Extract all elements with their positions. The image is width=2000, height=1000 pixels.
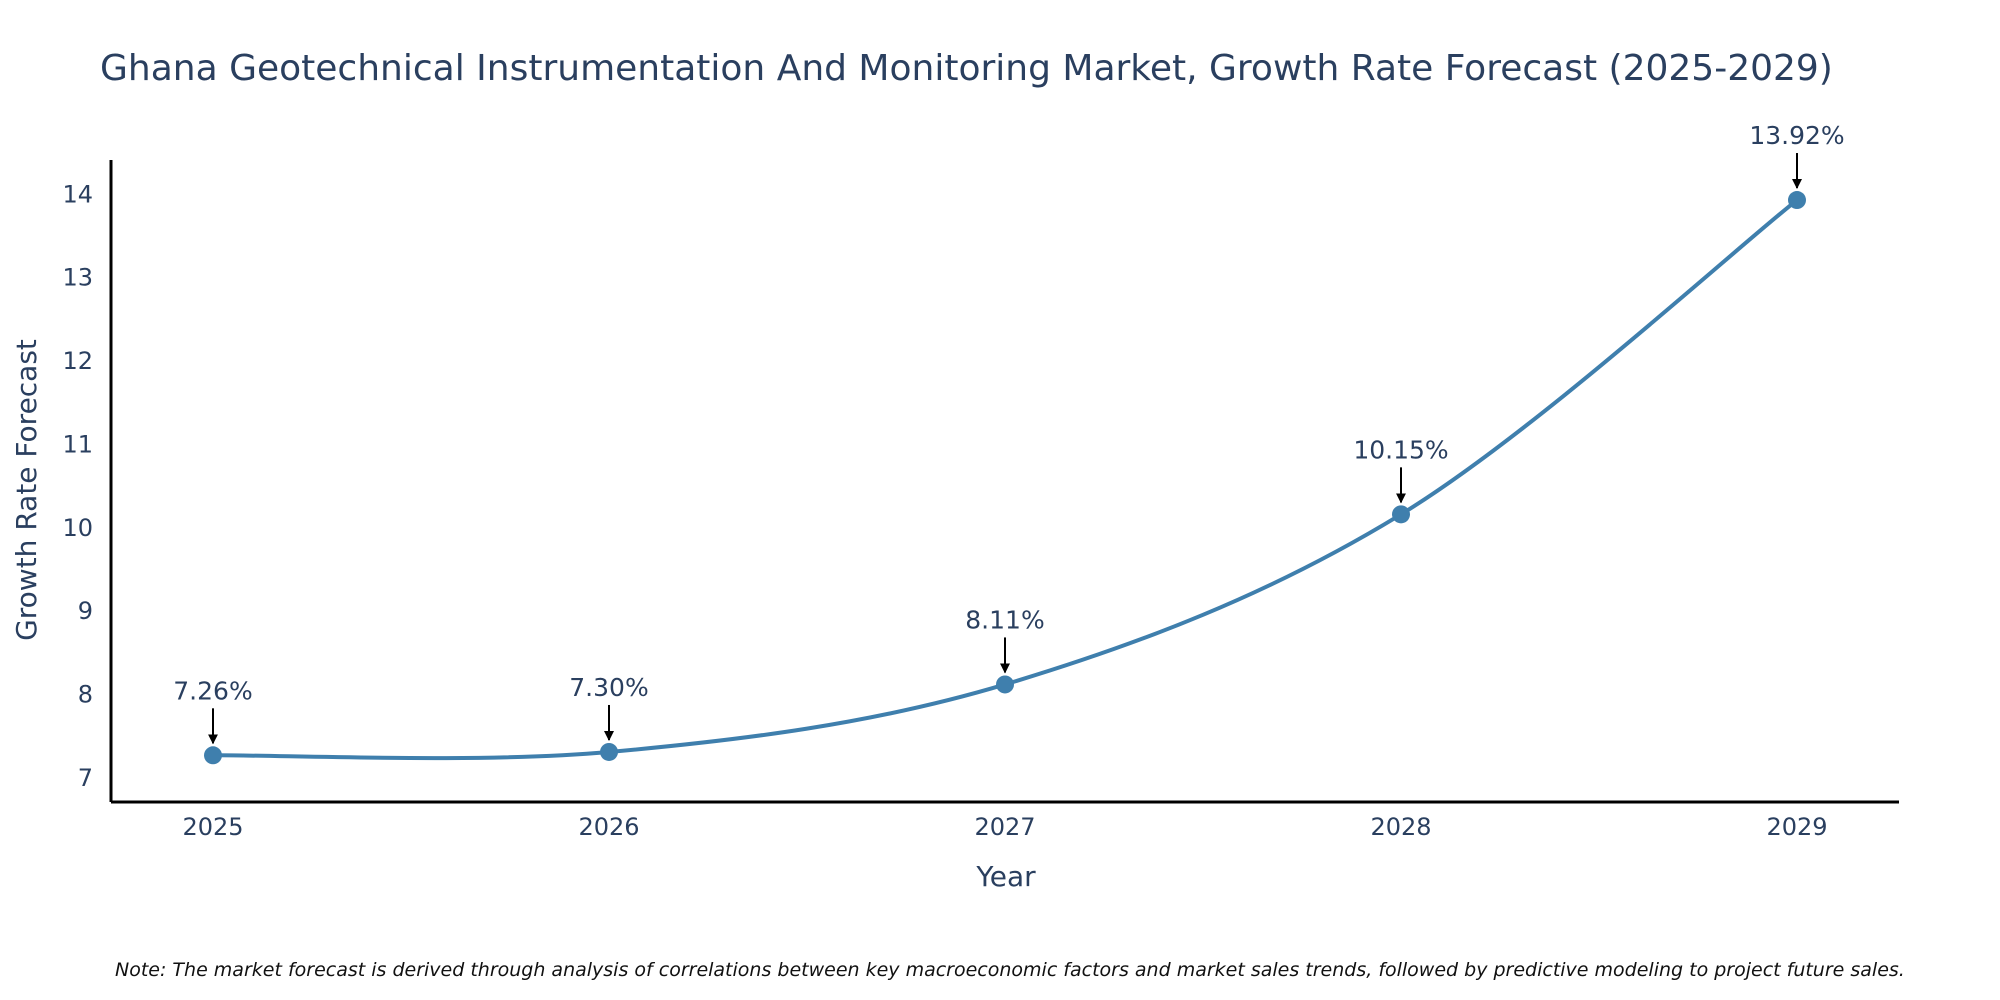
- data-label: 8.11%: [965, 605, 1044, 634]
- x-tick-label: 2025: [182, 813, 243, 841]
- footnote: Note: The market forecast is derived thr…: [115, 959, 1905, 981]
- data-label: 7.30%: [569, 673, 648, 702]
- x-tick-label: 2027: [974, 813, 1035, 841]
- data-point-marker: [1788, 191, 1806, 210]
- chart-title: Ghana Geotechnical Instrumentation And M…: [100, 48, 1833, 89]
- x-tick-label: 2028: [1370, 813, 1431, 841]
- x-tick-label: 2026: [578, 813, 639, 841]
- series-line-path: [212, 198, 1799, 761]
- y-axis-ticks: 7 8 9 10 11 12 13 14: [62, 180, 93, 792]
- data-label: 13.92%: [1749, 121, 1844, 150]
- x-axis-ticks: 2025 2026 2027 2028 2029: [182, 813, 1827, 841]
- x-axis-title: Year: [975, 860, 1036, 893]
- y-tick-label: 7: [78, 764, 93, 792]
- y-tick-label: 14: [62, 180, 93, 208]
- x-tick-label: 2029: [1766, 813, 1827, 841]
- y-tick-label: 13: [62, 264, 93, 292]
- data-label: 7.26%: [173, 676, 252, 705]
- data-point-marker: [204, 746, 222, 765]
- data-labels: 7.26% 7.30% 8.11% 10.15% 13.92%: [173, 121, 1845, 745]
- series-line: [212, 198, 1799, 761]
- y-axis-title: Growth Rate Forecast: [10, 339, 43, 641]
- y-tick-label: 11: [62, 430, 93, 458]
- y-tick-label: 10: [62, 514, 93, 542]
- y-tick-label: 8: [78, 681, 93, 709]
- data-point-marker: [996, 675, 1014, 694]
- axes: [109, 160, 1899, 804]
- data-point-marker: [1392, 505, 1410, 524]
- y-tick-label: 9: [78, 597, 93, 625]
- data-point-marker: [600, 742, 618, 761]
- y-tick-label: 12: [62, 347, 93, 375]
- data-label: 10.15%: [1353, 435, 1448, 464]
- series-markers: [204, 191, 1806, 765]
